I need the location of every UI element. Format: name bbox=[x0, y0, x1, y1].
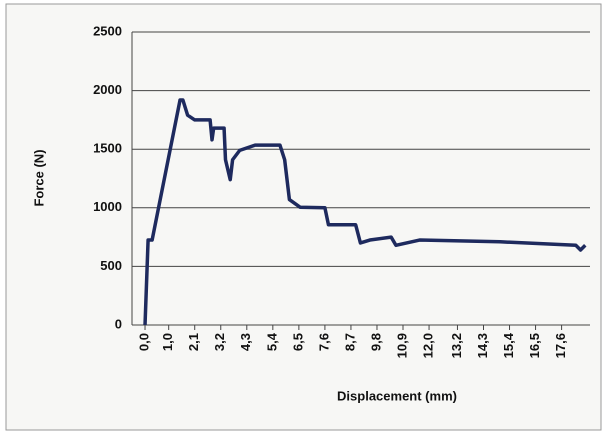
x-tick-label: 2,1 bbox=[186, 333, 201, 351]
x-tick-label: 4,3 bbox=[238, 333, 253, 351]
x-tick-label: 12,0 bbox=[420, 333, 435, 358]
x-tick-label: 6,5 bbox=[290, 333, 305, 351]
data-line bbox=[143, 98, 587, 326]
x-tick-label: 3,2 bbox=[212, 333, 227, 351]
y-tick-label: 0 bbox=[115, 316, 122, 331]
x-tick-label: 5,4 bbox=[264, 332, 279, 351]
x-tick-label: 15,4 bbox=[501, 332, 516, 358]
x-tick-label: 16,5 bbox=[527, 333, 542, 358]
x-tick-label: 13,2 bbox=[449, 333, 464, 358]
x-tick-label: 1,0 bbox=[160, 333, 175, 351]
y-tick-label: 1500 bbox=[93, 141, 122, 156]
x-axis-label: Displacement (mm) bbox=[337, 388, 457, 403]
x-tick-label: 7,6 bbox=[316, 333, 331, 351]
y-tick-label: 500 bbox=[100, 258, 122, 273]
y-tick-label: 2000 bbox=[93, 82, 122, 97]
x-tick-label: 8,7 bbox=[342, 333, 357, 351]
x-tick-label: 17,6 bbox=[553, 333, 568, 358]
y-axis-label: Force (N) bbox=[31, 149, 46, 206]
chart-frame bbox=[5, 3, 602, 431]
x-tick-label: 9,8 bbox=[368, 333, 383, 351]
x-tick-label: 0,0 bbox=[136, 333, 151, 351]
y-tick-label: 1000 bbox=[93, 199, 122, 214]
y-tick-label: 2500 bbox=[93, 23, 122, 38]
x-tick-label: 14,3 bbox=[475, 333, 490, 358]
x-tick-label: 10,9 bbox=[394, 333, 409, 358]
